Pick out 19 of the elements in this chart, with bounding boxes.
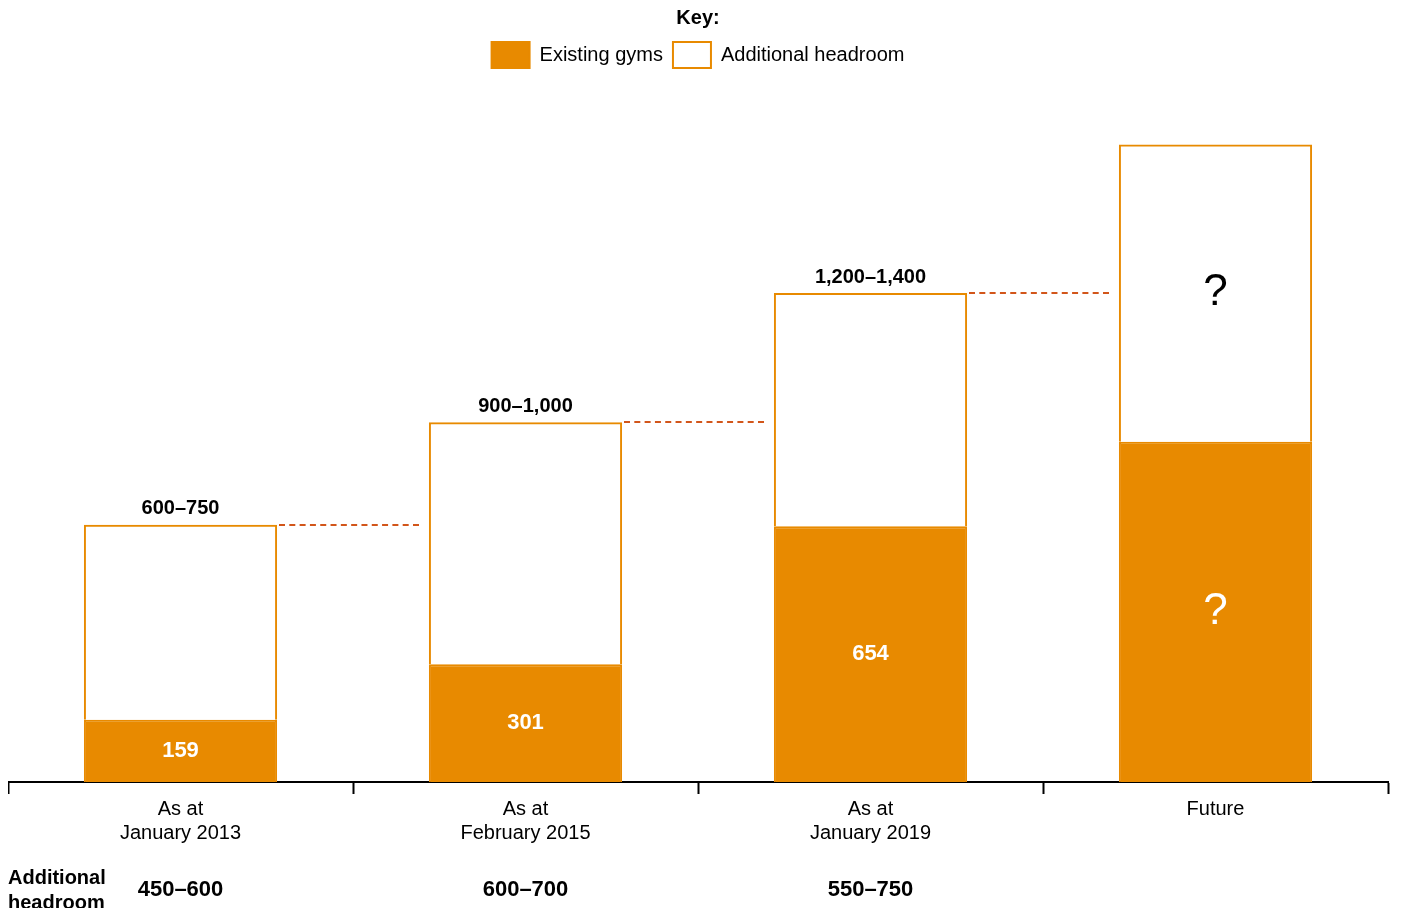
data-label: 159: [162, 736, 199, 762]
x-tick-label: Future: [1186, 796, 1245, 819]
x-tick-label: As at January 2019: [809, 796, 932, 843]
legend-label: Additional headroom: [720, 42, 905, 65]
data-label: 654: [852, 640, 890, 666]
text: 450–600: [137, 876, 224, 902]
legend-label: Existing gyms: [539, 42, 663, 65]
x-tick-label: As at January 2013: [119, 796, 242, 843]
total-label: 900–1,000: [478, 393, 573, 416]
text: 600–700: [482, 876, 569, 902]
text: 550–750: [827, 876, 914, 902]
text: Additional headroom: [8, 865, 106, 913]
total-label: 1,200–1,400: [814, 264, 927, 287]
total-label: 600–750: [141, 496, 220, 519]
data-label: ?: [1203, 584, 1228, 634]
x-tick-label: As at February 2015: [460, 796, 591, 843]
legend-title: Key:: [676, 5, 720, 28]
data-label: 301: [507, 709, 544, 735]
data-label: ?: [1203, 265, 1228, 315]
